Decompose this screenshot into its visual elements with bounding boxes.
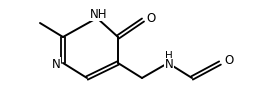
Text: N: N xyxy=(52,58,60,71)
Text: O: O xyxy=(146,12,156,25)
Text: NH: NH xyxy=(90,7,108,20)
Text: O: O xyxy=(224,54,234,67)
Text: N: N xyxy=(165,58,173,72)
Text: H: H xyxy=(165,51,173,61)
